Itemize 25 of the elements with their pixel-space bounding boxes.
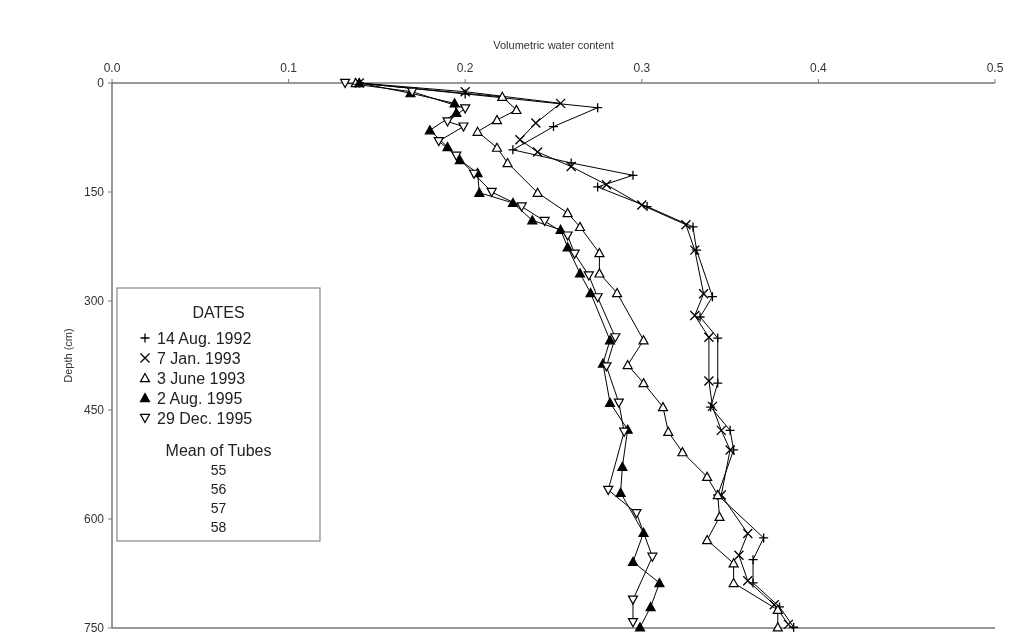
y-tick-label: 450 xyxy=(83,403,105,417)
legend-title: DATES xyxy=(192,304,245,321)
annotation: Mean of Tubes xyxy=(165,442,272,459)
y-tick-label: 600 xyxy=(83,512,105,526)
y-tick-label: 300 xyxy=(83,294,105,308)
legend-label: 29 Dec. 1995 xyxy=(157,410,253,427)
y-tick-label: 150 xyxy=(83,185,105,199)
x-tick-label: 0.5 xyxy=(986,61,1004,75)
x-tick-label: 0.3 xyxy=(633,61,651,75)
legend-label: 3 June 1993 xyxy=(157,370,246,387)
y-tick-label: 750 xyxy=(83,621,105,635)
x-tick-label: 0.1 xyxy=(280,61,298,75)
annotation: 57 xyxy=(210,500,227,516)
annotation: 55 xyxy=(210,462,227,478)
annotation: 56 xyxy=(210,481,227,497)
y-tick-label: 0 xyxy=(97,76,105,90)
y-axis-title: Depth (cm) xyxy=(62,328,74,383)
legend-label: 7 Jan. 1993 xyxy=(157,350,241,367)
x-tick-label: 0.4 xyxy=(810,61,828,75)
x-axis-title: Volumetric water content xyxy=(493,39,614,51)
x-tick-label: 0.0 xyxy=(103,61,121,75)
x-tick-label: 0.2 xyxy=(456,61,474,75)
annotation: 58 xyxy=(210,519,227,535)
legend-label: 14 Aug. 1992 xyxy=(157,330,252,347)
legend-label: 2 Aug. 1995 xyxy=(157,390,243,407)
